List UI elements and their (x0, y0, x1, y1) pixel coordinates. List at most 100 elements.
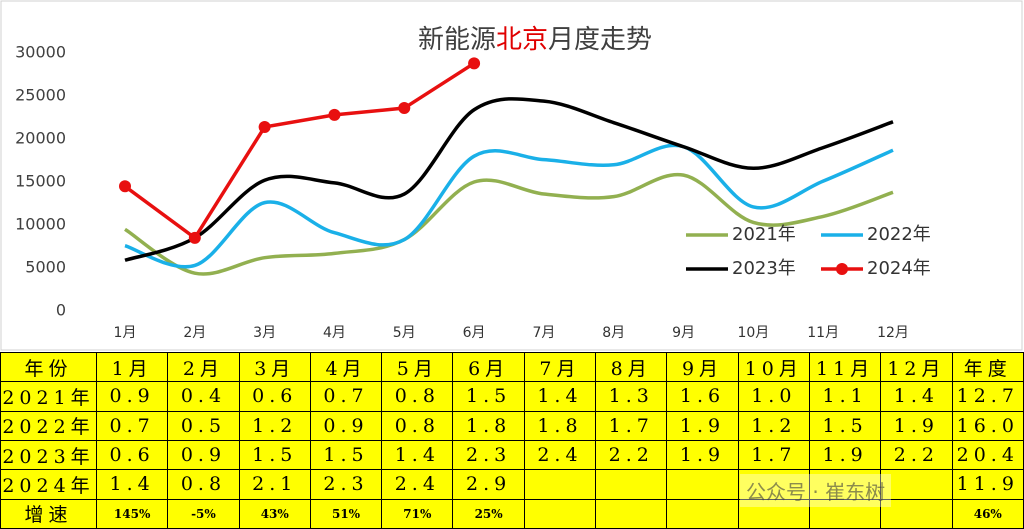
table-cell: 0.6 (238, 381, 311, 412)
y-tick-label: 15000 (15, 172, 66, 191)
table-cell: 2022年 (0, 410, 97, 441)
legend-label: 2024年 (867, 258, 931, 279)
table-cell: 16.0 (951, 410, 1024, 441)
table-cell: 9月 (666, 351, 739, 383)
table-row: 2021年 0.9 0.4 0.6 0.7 0.8 1.5 1.4 1.3 1.6 1.0 1.1 1.… (0, 381, 1024, 412)
y-tick-label: 10000 (15, 215, 66, 234)
table-cell: 51% (309, 498, 383, 529)
y-tick-label: 0 (56, 301, 66, 320)
table-cell: 4月 (309, 351, 383, 383)
table-cell (595, 469, 668, 500)
point (188, 231, 201, 244)
table-cell: 46% (951, 498, 1024, 529)
table-row: 增速 145% -5% 43% 51% 71% 25% 46% (0, 498, 1024, 529)
table-cell: 5月 (381, 351, 454, 383)
table-cell (595, 498, 668, 529)
y-tick-label: 25000 (15, 86, 66, 105)
point (328, 108, 341, 121)
table-cell: 0.9 (95, 381, 169, 412)
series-line (124, 97, 894, 262)
x-tick-label: 5月 (393, 325, 416, 341)
title-part: 北京 (496, 25, 548, 55)
table-cell (523, 469, 597, 500)
table-cell: 1.7 (595, 410, 668, 441)
table-cell: 2023年 (0, 439, 97, 471)
table-cell: 3月 (238, 351, 311, 383)
table-cell (523, 498, 597, 529)
title-part: 月度走势 (548, 25, 652, 55)
table-cell: 1.9 (880, 410, 953, 441)
table-cell: 增速 (0, 498, 97, 529)
x-tick-label: 2月 (183, 325, 206, 341)
table-cell: 1.7 (737, 439, 810, 471)
x-tick-label: 8月 (602, 325, 625, 341)
legend-marker (836, 263, 848, 275)
table-cell: 20.4 (951, 439, 1024, 471)
table-cell: 0.4 (167, 381, 240, 412)
chart-title: 新能源北京月度走势 (418, 25, 652, 55)
table-cell (880, 498, 953, 529)
point (258, 120, 271, 133)
table-cell: 1.8 (523, 410, 597, 441)
table-cell: 11.9 (951, 469, 1024, 500)
table-cell: 0.8 (381, 410, 454, 441)
table-cell: 0.8 (167, 469, 240, 500)
table-cell: 2.3 (309, 469, 383, 500)
table-cell: 2024年 (0, 469, 97, 500)
y-tick-label: 30000 (15, 43, 66, 62)
table-cell: 1.2 (737, 410, 810, 441)
table-cell: 1.9 (808, 439, 882, 471)
table-cell: 0.9 (167, 439, 240, 471)
table-cell: 25% (452, 498, 525, 529)
table-cell: 2.2 (595, 439, 668, 471)
table-cell: 0.6 (95, 439, 169, 471)
x-tick-label: 9月 (672, 325, 695, 341)
table-cell: 12.7 (951, 381, 1024, 412)
x-tick-label: 12月 (877, 325, 909, 341)
table-row: 年份 1月 2月 3月 4月 5月 6月 7月 8月 9月 10月 11月 12月 年度 (0, 351, 1024, 383)
table-cell: 2.4 (381, 469, 454, 500)
table-cell (666, 469, 739, 500)
watermark: 公众号 · 崔东树 (740, 474, 892, 507)
table-cell: 1.4 (95, 469, 169, 500)
table-cell (808, 469, 882, 500)
table-cell: 11月 (808, 351, 882, 383)
table-row: 2023年 0.6 0.9 1.5 1.5 1.4 2.3 2.4 2.2 1.9 1.7 1.9 2.… (0, 439, 1024, 471)
table-cell (666, 498, 739, 529)
table-cell: 1.4 (523, 381, 597, 412)
table-cell: 2.1 (238, 469, 311, 500)
table-cell: 1.8 (452, 410, 525, 441)
x-tick-label: 6月 (463, 325, 486, 341)
table-cell: 43% (238, 498, 311, 529)
table-cell: 1.9 (666, 439, 739, 471)
table-cell: 0.7 (309, 381, 383, 412)
table-cell: 0.8 (381, 381, 454, 412)
table-cell: 2.3 (452, 439, 525, 471)
chart: 新能源北京月度走势 0 5000 10000 15000 20000 25000 30000… (0, 0, 1023, 351)
table-cell: 71% (381, 498, 454, 529)
table-cell: 1月 (95, 351, 169, 383)
table-cell: 10月 (737, 351, 810, 383)
table-cell: 0.7 (95, 410, 169, 441)
table-cell: 1.3 (595, 381, 668, 412)
table-cell: 1.2 (238, 410, 311, 441)
table-cell: 1.4 (381, 439, 454, 471)
title-part: 新能源 (418, 25, 496, 55)
table-cell: 1.5 (452, 381, 525, 412)
table-cell: 1.1 (808, 381, 882, 412)
table-cell: -5% (167, 498, 240, 529)
table-cell: 1.9 (666, 410, 739, 441)
series-line (123, 61, 476, 241)
series-line (124, 143, 894, 269)
table-row: 2022年 0.7 0.5 1.2 0.9 0.8 1.8 1.8 1.7 1.9 1.2 1.5 1.… (0, 410, 1024, 441)
x-tick-label: 10月 (737, 325, 769, 341)
table-cell: 145% (95, 498, 169, 529)
point (119, 180, 131, 193)
table-cell: 7月 (523, 351, 597, 383)
series-line (124, 172, 894, 276)
x-tick-label: 11月 (807, 325, 839, 341)
table-cell: 2月 (167, 351, 240, 383)
table-row: 2024年 1.4 0.8 2.1 2.3 2.4 2.9 11.9 (0, 469, 1024, 500)
table-cell: 12月 (880, 351, 953, 383)
legend-label: 2021年 (732, 224, 796, 245)
